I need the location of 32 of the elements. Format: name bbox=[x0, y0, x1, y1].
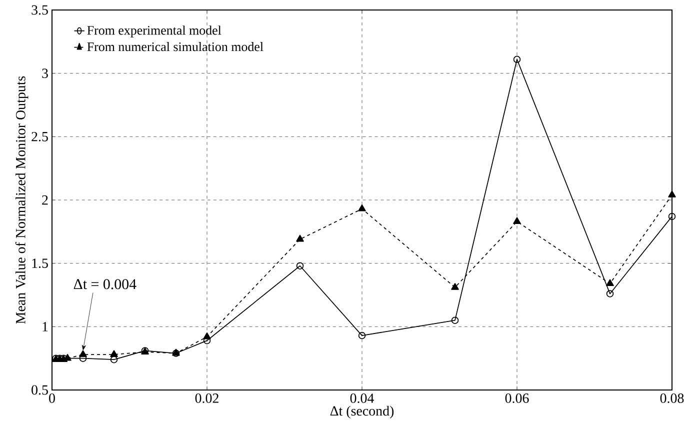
x-tick-label: 0.02 bbox=[195, 394, 218, 403]
y-tick-label: 0.5 bbox=[32, 385, 48, 395]
y-tick-label: 2 bbox=[42, 195, 48, 205]
point bbox=[358, 204, 366, 212]
y-tick-label: 1.5 bbox=[32, 258, 48, 268]
x-tick-label: 0.04 bbox=[350, 394, 374, 403]
annotation: Δt = 0.004 bbox=[74, 279, 136, 290]
x-tick-label: 0.06 bbox=[505, 394, 529, 403]
point bbox=[79, 350, 87, 357]
x-axis-title: Δt (second) bbox=[330, 406, 394, 418]
x-tick-label: 0 bbox=[49, 394, 55, 403]
y-axis-title: Mean Value of Normalized Monitor Outputs bbox=[15, 76, 28, 324]
y-tick-label: 3 bbox=[42, 68, 48, 78]
y-tick-label: 2.5 bbox=[32, 132, 48, 142]
point bbox=[296, 262, 304, 270]
point bbox=[451, 282, 459, 290]
point bbox=[296, 234, 304, 242]
point bbox=[513, 217, 521, 224]
legend-label: From experimental model bbox=[87, 26, 222, 38]
point bbox=[668, 212, 676, 220]
point bbox=[358, 332, 366, 340]
legend-label: From numerical simulation model bbox=[87, 42, 264, 52]
point bbox=[513, 56, 521, 64]
x-tick-label: 0.08 bbox=[660, 394, 684, 403]
point bbox=[110, 350, 118, 357]
point bbox=[203, 332, 211, 340]
point bbox=[668, 190, 676, 198]
point bbox=[451, 316, 459, 324]
point bbox=[606, 290, 614, 298]
y-tick-label: 3.5 bbox=[32, 5, 48, 15]
point bbox=[606, 279, 614, 286]
y-tick-label: 1 bbox=[42, 322, 48, 332]
